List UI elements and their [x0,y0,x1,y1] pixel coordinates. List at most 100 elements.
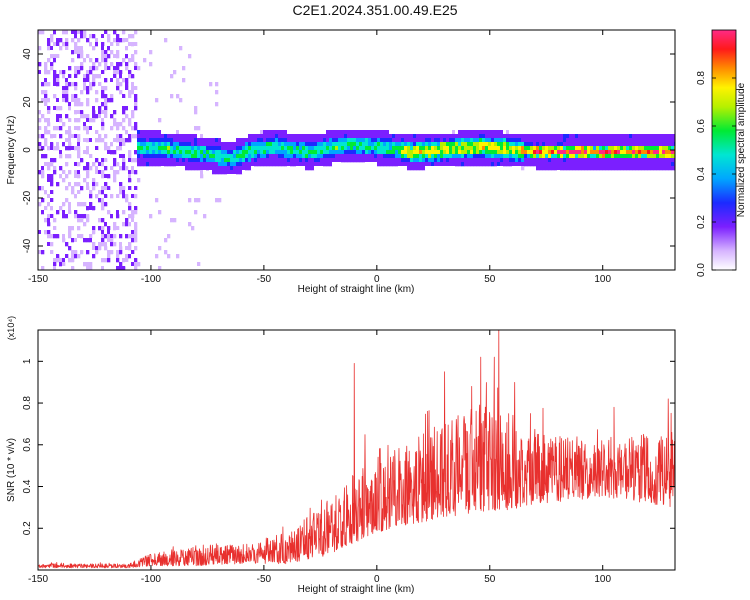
spectrogram-cell [215,162,219,167]
spectrogram-cell [92,182,96,187]
spectrogram-cell [572,138,576,143]
spectrogram-cell [134,210,138,215]
colorbar-gradient [711,29,737,271]
spectrogram-cell [527,154,531,159]
spectrogram-cell [545,134,549,139]
spectrogram-cell [155,162,159,167]
spectrogram-cell [77,34,81,39]
spectrogram-cell [62,258,66,263]
spectrogram-cell [365,138,369,143]
spectrogram-cell [80,74,84,79]
spectrogram-cell [581,142,585,147]
spectrogram-cell [596,154,600,159]
spectrogram-cell [134,206,138,211]
spectrogram-cell [92,238,96,243]
spectrogram-cell [584,158,588,163]
spectrogram-cell [209,138,213,143]
spectrogram-cell [74,154,78,159]
spectrogram-cell [512,142,516,147]
spectrogram-cell [188,138,192,143]
spectrogram-cell [104,34,108,39]
spectrogram-cell [194,142,198,147]
spectrogram-cell [581,154,585,159]
spectrogram-cell [293,158,297,163]
spectrogram-cell [113,54,117,59]
spectrogram-cell [191,166,195,171]
spectrogram-cell [611,162,615,167]
spectrogram-cell [65,146,69,151]
spectrogram-cell [122,118,126,123]
spectrogram-cell [575,138,579,143]
spectrogram-cell [584,150,588,155]
spectrogram-cell [101,54,105,59]
spectrogram-cell [125,234,129,239]
spectrogram-cell [125,42,129,47]
spectrogram-cell [428,154,432,159]
spectrogram-cell [44,238,48,243]
spectrogram-cell [254,154,258,159]
spectrogram-cell [101,174,105,179]
spectrogram-cell [59,150,63,155]
spectrogram-cell [140,138,144,143]
spectrogram-cell [344,142,348,147]
spectrogram-cell [446,142,450,147]
spectrogram-cell [473,254,477,259]
spectrogram-cell [485,138,489,143]
spectrogram-cell [86,58,90,63]
spectrogram-cell [104,194,108,199]
spectrogram-cell [254,130,258,135]
spectrogram-cell [623,146,627,151]
spectrogram-cell [392,130,396,135]
spectrogram-cell [71,258,75,263]
spectrogram-cell [83,30,87,35]
spectrogram-cell [119,98,123,103]
spectrogram-cell [407,158,411,163]
spectrogram-cell [467,150,471,155]
spectrogram-cell [575,154,579,159]
spectrogram-cell [179,150,183,155]
spectrogram-cell [92,130,96,135]
spectrogram-cell [434,146,438,151]
y-tick-label: 0.2 [22,521,33,535]
spectrogram-cell [623,150,627,155]
spectrogram-cell [554,146,558,151]
spectrogram-cell [41,174,45,179]
spectrogram-cell [329,162,333,167]
spectrogram-cell [170,138,174,143]
spectrogram-cell [128,70,132,75]
spectrogram-cell [494,134,498,139]
spectrogram-cell [581,134,585,139]
spectrogram-cell [434,162,438,167]
spectrogram-cell [119,134,123,139]
colorbar-tick-label: 0.8 [696,71,707,85]
spectrogram-cell [77,238,81,243]
spectrogram-cell [134,230,138,235]
spectrogram-cell [203,150,207,155]
spectrogram-cell [617,158,621,163]
spectrogram-cell [38,142,42,147]
spectrogram-cell [530,146,534,151]
spectrogram-cell [614,134,618,139]
spectrogram-cell [539,162,543,167]
spectrogram-cell [638,162,642,167]
spectrogram-cell [590,150,594,155]
spectrogram-cell [557,166,561,171]
spectrogram-cell [428,134,432,139]
spectrogram-cell [77,182,81,187]
spectrogram-cell [47,38,51,43]
spectrogram-cell [140,154,144,159]
spectrogram-cell [269,158,273,163]
spectrogram-cell [179,146,183,151]
spectrogram-cell [572,190,576,195]
spectrogram-cell [44,78,48,83]
spectrogram-cell [56,66,60,71]
spectrogram-cell [386,162,390,167]
spectrogram-cell [116,46,120,51]
spectrogram-cell [107,226,111,231]
spectrogram-cell [224,154,228,159]
spectrogram-cell [449,166,453,171]
spectrogram-cell [143,58,147,63]
spectrogram-cell [167,130,171,135]
spectrogram-cell [380,238,384,243]
spectrogram-cell [437,146,441,151]
